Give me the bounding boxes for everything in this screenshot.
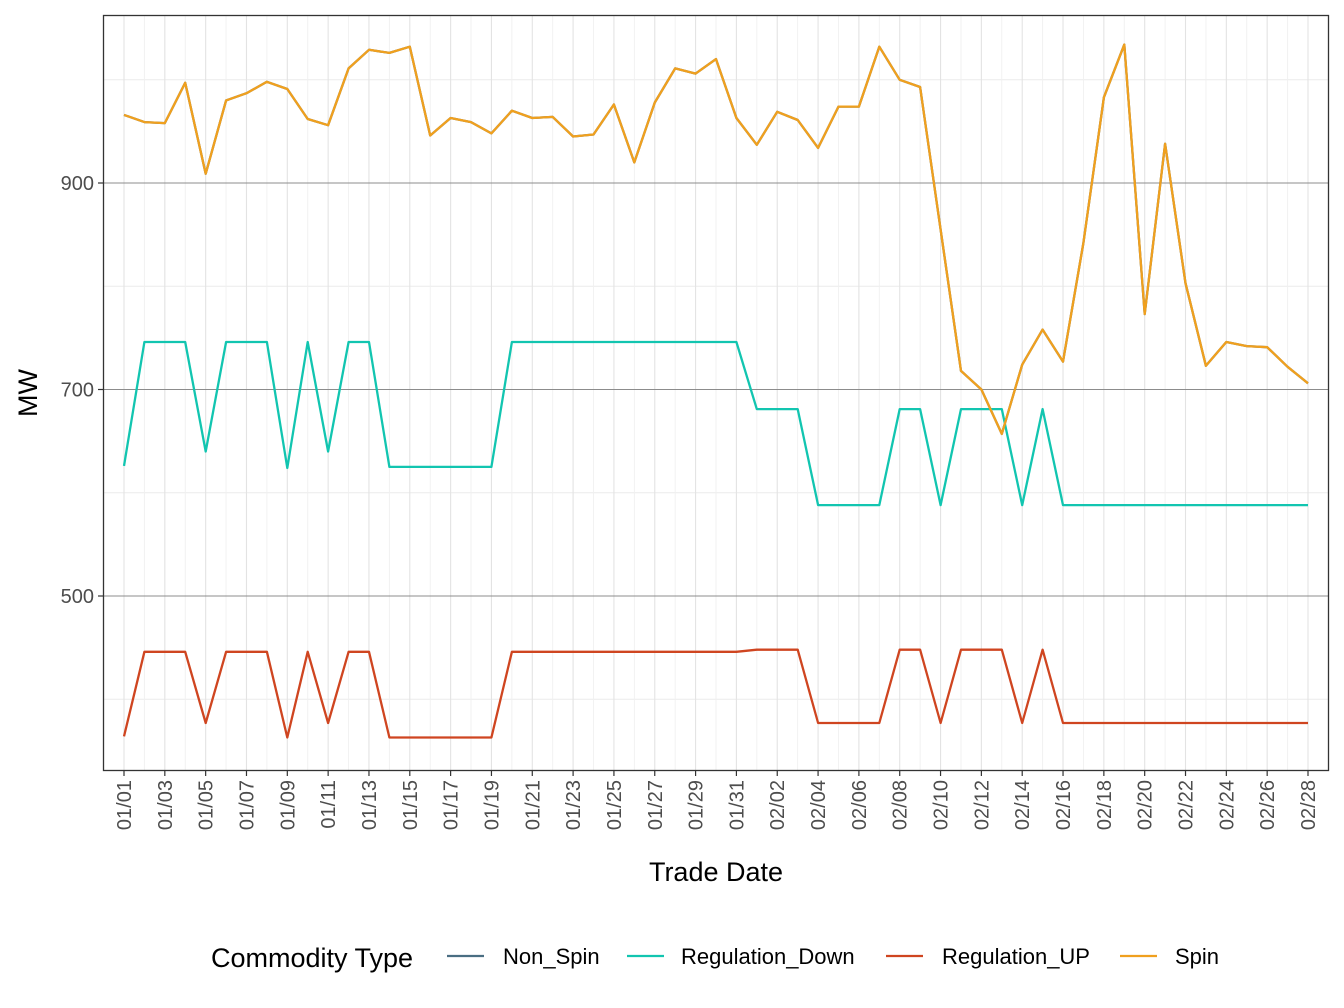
legend-title: Commodity Type (211, 943, 413, 973)
x-tick-label: 02/12 (971, 780, 993, 830)
x-tick-label: 02/10 (931, 780, 953, 830)
x-tick-label: 01/21 (522, 780, 544, 830)
x-tick-label: 01/01 (114, 780, 136, 830)
x-tick-label: 01/07 (236, 780, 258, 830)
series-lines (122, 43, 1309, 739)
x-tick-label: 02/04 (808, 780, 830, 830)
x-tick-label: 02/18 (1094, 780, 1116, 830)
x-tick-label: 02/06 (849, 780, 871, 830)
x-tick-label: 02/02 (767, 780, 789, 830)
legend-label-non-spin: Non_Spin (503, 944, 600, 969)
x-tick-label: 01/03 (155, 780, 177, 830)
x-tick-label: 01/15 (400, 780, 422, 830)
x-tick-label: 02/14 (1012, 780, 1034, 830)
x-axis: 01/01 01/03 01/05 01/07 01/09 01/11 01/13 01/15… (114, 770, 1320, 830)
x-tick-label: 02/24 (1216, 780, 1238, 830)
major-gridlines (104, 16, 1328, 770)
y-tick-label: 500 (61, 586, 94, 608)
x-tick-label: 01/17 (441, 780, 463, 830)
x-tick-label: 02/28 (1298, 780, 1320, 830)
x-tick-label: 02/22 (1176, 780, 1198, 830)
x-tick-label: 01/25 (604, 780, 626, 830)
x-tick-label: 02/20 (1135, 780, 1157, 830)
minor-gridlines (104, 16, 1328, 770)
x-tick-label: 01/19 (481, 780, 503, 830)
legend: Commodity Type Non_Spin Regulation_Down Re… (211, 943, 1219, 973)
legend-label-regulation-up: Regulation_UP (942, 944, 1090, 969)
x-tick-label: 01/29 (686, 780, 708, 830)
x-tick-label: 01/23 (563, 780, 585, 830)
x-tick-label: 02/26 (1257, 780, 1279, 830)
x-tick-label: 01/11 (318, 780, 340, 829)
series-line-regulation-down (122, 340, 1308, 507)
x-tick-label: 01/05 (196, 780, 218, 830)
x-tick-label: 01/27 (645, 780, 667, 830)
x-tick-label: 02/08 (890, 780, 912, 830)
legend-label-spin: Spin (1175, 944, 1219, 969)
x-tick-label: 01/09 (277, 780, 299, 830)
y-axis: 500 700 900 (61, 173, 104, 608)
legend-items: Non_Spin Regulation_Down Regulation_UP Spin (447, 944, 1219, 969)
y-axis-title: MW (13, 369, 43, 417)
x-tick-label: 01/31 (726, 780, 748, 830)
x-tick-label: 01/13 (359, 780, 381, 830)
x-tick-label: 02/16 (1053, 780, 1075, 830)
plot-panel-border (102, 14, 1330, 772)
series-line-regulation-up (122, 648, 1308, 739)
x-axis-title: Trade Date (649, 857, 783, 887)
series-line-spin (123, 43, 1309, 436)
y-tick-label: 700 (61, 380, 94, 402)
y-tick-label: 900 (61, 173, 94, 195)
legend-label-regulation-down: Regulation_Down (681, 944, 855, 969)
